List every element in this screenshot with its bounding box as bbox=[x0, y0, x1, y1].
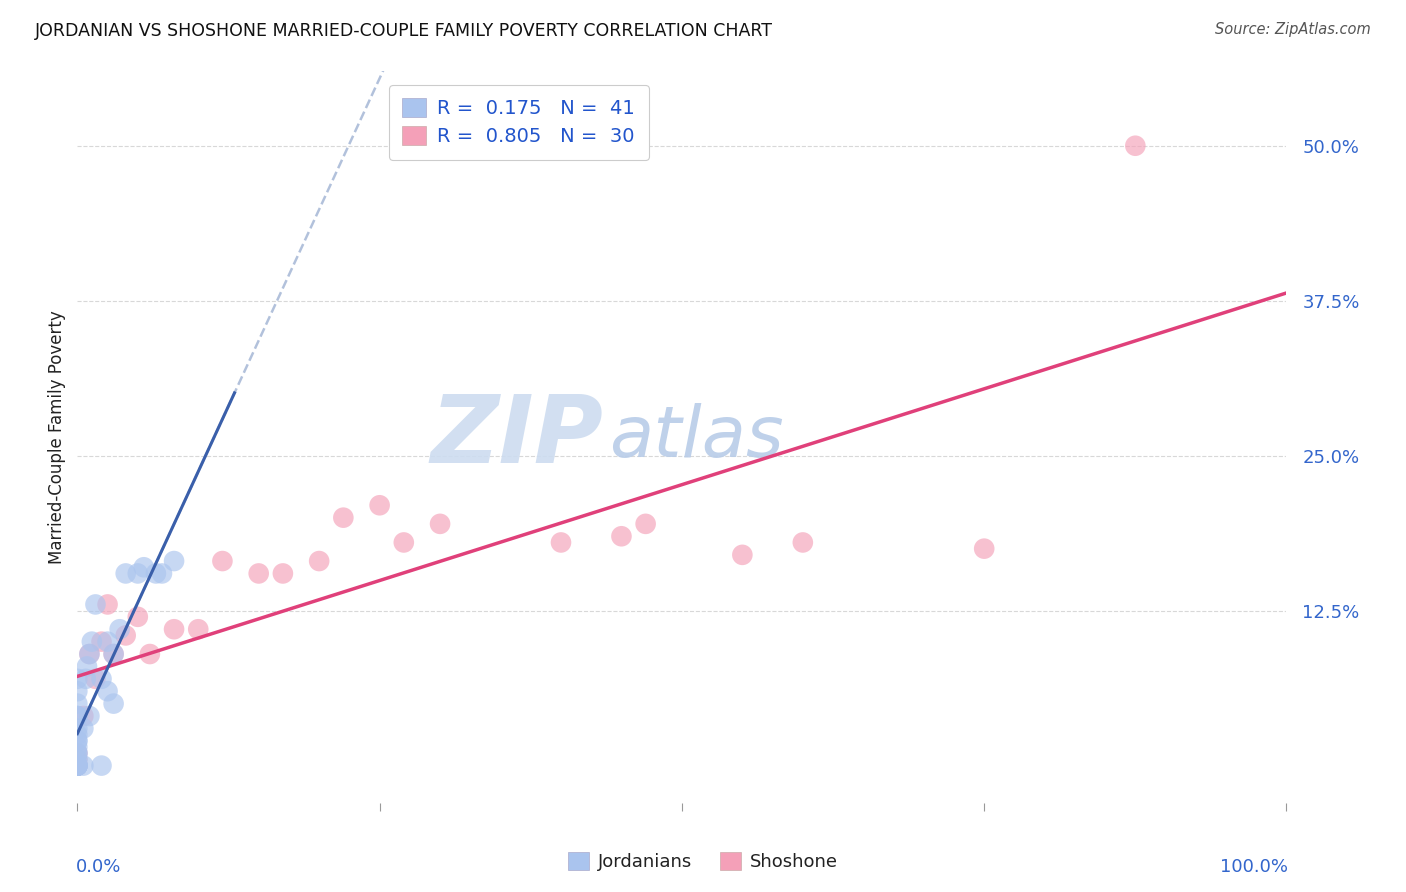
Point bbox=[66, 734, 89, 748]
Text: 0.0%: 0.0% bbox=[76, 858, 121, 876]
Point bbox=[66, 728, 89, 742]
Point bbox=[163, 622, 186, 636]
Point bbox=[96, 634, 118, 648]
Point bbox=[66, 758, 89, 772]
Point bbox=[79, 647, 101, 661]
Point bbox=[66, 734, 89, 748]
Point bbox=[66, 758, 89, 772]
Point bbox=[96, 684, 118, 698]
Point bbox=[66, 758, 89, 772]
Point bbox=[90, 672, 112, 686]
Point bbox=[731, 548, 754, 562]
Text: JORDANIAN VS SHOSHONE MARRIED-COUPLE FAMILY POVERTY CORRELATION CHART: JORDANIAN VS SHOSHONE MARRIED-COUPLE FAM… bbox=[35, 22, 773, 40]
Point bbox=[634, 516, 657, 531]
Text: ZIP: ZIP bbox=[430, 391, 603, 483]
Point bbox=[66, 709, 89, 723]
Point bbox=[66, 697, 89, 711]
Point bbox=[211, 554, 233, 568]
Point bbox=[973, 541, 995, 556]
Point bbox=[66, 746, 89, 760]
Text: atlas: atlas bbox=[609, 402, 785, 472]
Point bbox=[308, 554, 330, 568]
Point bbox=[72, 758, 94, 772]
Point bbox=[247, 566, 270, 581]
Point bbox=[66, 752, 89, 766]
Point bbox=[66, 758, 89, 772]
Point bbox=[792, 535, 814, 549]
Text: 100.0%: 100.0% bbox=[1219, 858, 1288, 876]
Point bbox=[66, 709, 89, 723]
Point bbox=[271, 566, 294, 581]
Point bbox=[127, 610, 149, 624]
Point bbox=[79, 647, 101, 661]
Point bbox=[429, 516, 451, 531]
Point bbox=[66, 672, 89, 686]
Point bbox=[332, 510, 354, 524]
Point bbox=[103, 647, 125, 661]
Point bbox=[80, 634, 103, 648]
Point bbox=[66, 758, 89, 772]
Point bbox=[610, 529, 633, 543]
Legend: Jordanians, Shoshone: Jordanians, Shoshone bbox=[561, 846, 845, 879]
Legend: R =  0.175   N =  41, R =  0.805   N =  30: R = 0.175 N = 41, R = 0.805 N = 30 bbox=[388, 85, 648, 160]
Text: Source: ZipAtlas.com: Source: ZipAtlas.com bbox=[1215, 22, 1371, 37]
Point bbox=[72, 709, 94, 723]
Point bbox=[108, 622, 131, 636]
Point bbox=[66, 752, 89, 766]
Y-axis label: Married-Couple Family Poverty: Married-Couple Family Poverty bbox=[48, 310, 66, 564]
Point bbox=[368, 498, 391, 512]
Point bbox=[550, 535, 572, 549]
Point bbox=[66, 684, 89, 698]
Point bbox=[163, 554, 186, 568]
Point bbox=[127, 566, 149, 581]
Point bbox=[72, 722, 94, 736]
Point bbox=[90, 634, 112, 648]
Point bbox=[84, 672, 107, 686]
Point bbox=[96, 598, 118, 612]
Point bbox=[66, 758, 89, 772]
Point bbox=[392, 535, 415, 549]
Point bbox=[132, 560, 155, 574]
Point bbox=[84, 598, 107, 612]
Point bbox=[1125, 138, 1147, 153]
Point bbox=[90, 758, 112, 772]
Point bbox=[66, 758, 89, 772]
Point bbox=[79, 709, 101, 723]
Point bbox=[66, 758, 89, 772]
Point bbox=[103, 697, 125, 711]
Point bbox=[66, 758, 89, 772]
Point bbox=[66, 739, 89, 754]
Point bbox=[139, 647, 162, 661]
Point bbox=[150, 566, 173, 581]
Point bbox=[114, 628, 136, 642]
Point bbox=[187, 622, 209, 636]
Point bbox=[66, 746, 89, 760]
Point bbox=[75, 672, 97, 686]
Point bbox=[66, 746, 89, 760]
Point bbox=[103, 647, 125, 661]
Point bbox=[114, 566, 136, 581]
Point bbox=[76, 659, 98, 673]
Point bbox=[145, 566, 167, 581]
Point bbox=[66, 722, 89, 736]
